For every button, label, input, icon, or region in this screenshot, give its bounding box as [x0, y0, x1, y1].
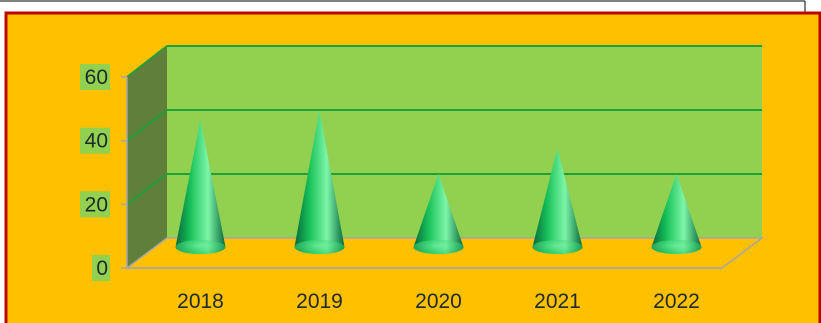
- x-tick-label: 2021: [534, 290, 581, 313]
- y-tick-label: 20: [85, 193, 108, 216]
- chart-border: [4, 11, 821, 323]
- y-tick-label-background: [80, 191, 110, 218]
- cone-body: [413, 173, 464, 255]
- gridlines: [126, 45, 762, 206]
- cone-base: [294, 240, 345, 254]
- y-tick-label: 40: [85, 130, 108, 153]
- cone-body: [532, 148, 583, 255]
- x-tick-label: 2019: [296, 290, 343, 313]
- cone-bar-2022: [651, 173, 702, 255]
- x-axis: 2018 2019 2020 2021 2022: [127, 267, 722, 313]
- cone-base: [413, 240, 464, 254]
- y-tick-label: 60: [85, 66, 108, 89]
- cone-body: [294, 110, 345, 255]
- cone-bar-2020: [413, 173, 464, 255]
- y-tick-label-background: [80, 64, 110, 90]
- cone-body: [175, 119, 226, 254]
- cone-base: [651, 240, 702, 254]
- gridline-side: [126, 45, 168, 78]
- cone-base: [532, 240, 583, 254]
- cone-body: [651, 173, 702, 255]
- cone-bar-2021: [532, 148, 583, 255]
- data-marks: [175, 110, 702, 255]
- y-tick-label: 0: [96, 257, 108, 280]
- y-tick-label-background: [92, 255, 110, 281]
- x-tick-label: 2022: [653, 290, 700, 313]
- cone-bar-2018: [175, 119, 226, 254]
- x-tick-label: 2020: [415, 290, 462, 313]
- y-axis: 0 20 40 60: [80, 64, 128, 281]
- side-wall: [127, 46, 167, 268]
- x-tick-label: 2018: [177, 290, 224, 313]
- gridline-side: [126, 173, 168, 206]
- cone-base: [175, 240, 226, 254]
- gridline-side: [126, 109, 168, 142]
- cone-bar-2019: [294, 110, 345, 255]
- y-tick-label-background: [80, 127, 110, 154]
